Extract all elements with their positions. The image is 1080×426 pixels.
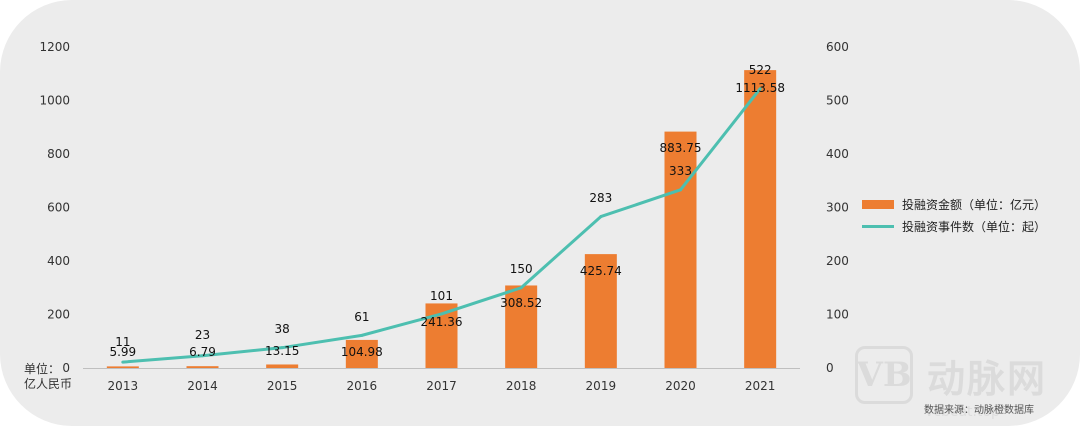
line-label-2020: 333: [669, 164, 692, 178]
y-left-tick-1000: 1000: [39, 94, 70, 108]
line-point-2017: [440, 312, 443, 316]
bar-2019: [584, 254, 617, 368]
watermark-text: 动脉网: [927, 356, 1048, 401]
y-right-tick-100: 100: [826, 308, 849, 322]
watermark: VB 动脉网: [855, 346, 1047, 404]
legend-bar-label: 投融资金额（单位：亿元）: [902, 197, 1047, 212]
line-label-2015: 38: [275, 322, 290, 336]
bar-2016: [345, 339, 378, 368]
line-point-2013: [121, 360, 125, 364]
x-tick-2013: 2013: [108, 379, 139, 393]
x-tick-2014: 2014: [187, 379, 218, 393]
legend-item-count: 投融资事件数（单位：起）: [862, 215, 1046, 237]
x-tick-2015: 2015: [267, 379, 298, 393]
bar-2015: [266, 364, 299, 368]
watermark-site: vcbeat.top: [925, 404, 1000, 420]
x-tick-2020: 2020: [665, 379, 696, 393]
x-tick-2018: 2018: [506, 379, 537, 393]
x-tick-2021: 2021: [745, 379, 776, 393]
line-point-2015: [280, 346, 284, 350]
y-left-tick-0: 0: [62, 361, 70, 375]
x-tick-2016: 2016: [347, 379, 378, 393]
legend-item-amount: 投融资金额（单位：亿元）: [862, 193, 1046, 215]
bar-label-2014: 6.79: [189, 345, 216, 359]
y-left-tick-200: 200: [47, 308, 70, 322]
vb-logo-icon: VB: [855, 346, 913, 404]
bar-2021: [744, 70, 777, 369]
x-tick-2017: 2017: [426, 379, 457, 393]
x-tick-2019: 2019: [586, 379, 617, 393]
data-source-note: 数据来源：动脉橙数据库: [924, 405, 1034, 416]
line-label-2013: 11: [115, 335, 130, 349]
bar-2014: [186, 366, 219, 368]
y-axis-unit-label: 单位： 亿人民币: [24, 362, 73, 391]
y-right-tick-0: 0: [826, 361, 834, 375]
bar-2020: [664, 131, 697, 368]
bar-label-2019: 425.74: [580, 264, 622, 278]
line-point-2016: [360, 333, 364, 337]
line-label-2018: 150: [510, 262, 533, 276]
y-right-tick-200: 200: [826, 254, 849, 268]
legend-bar-swatch: [862, 199, 894, 209]
line-label-2019: 283: [589, 191, 612, 205]
bar-label-2017: 241.36: [421, 315, 463, 329]
bar-label-2020: 883.75: [660, 141, 702, 155]
y-right-tick-400: 400: [826, 147, 849, 161]
line-point-2014: [201, 354, 204, 358]
line-label-2016: 61: [354, 310, 369, 324]
line-label-2021: 522: [749, 63, 772, 77]
bar-label-2016: 104.98: [341, 345, 383, 359]
line-point-2019: [599, 215, 603, 219]
line-point-2020: [679, 188, 682, 192]
bar-2018: [505, 285, 538, 368]
y-left-tick-1200: 1200: [39, 40, 70, 54]
y-right-tick-600: 600: [826, 40, 849, 54]
y-left-tick-400: 400: [47, 254, 70, 268]
chart-legend: 投融资金额（单位：亿元） 投融资事件数（单位：起）: [862, 193, 1046, 237]
bar-label-2013: 5.99: [109, 345, 136, 359]
line-label-2017: 101: [430, 289, 453, 303]
bar-label-2015: 13.15: [265, 344, 299, 358]
y-left-tick-600: 600: [47, 201, 70, 215]
y-right-tick-500: 500: [826, 94, 849, 108]
bar-label-2021: 1113.58: [735, 81, 785, 95]
y-left-tick-800: 800: [47, 147, 70, 161]
line-point-2021: [758, 87, 762, 91]
bar-2013: [106, 366, 139, 368]
legend-line-swatch: [862, 224, 894, 228]
bar-label-2018: 308.52: [500, 296, 542, 310]
line-label-2014: 23: [195, 328, 210, 342]
line-point-2018: [519, 286, 523, 290]
y-right-tick-300: 300: [826, 201, 849, 215]
legend-line-label: 投融资事件数（单位：起）: [902, 219, 1047, 234]
